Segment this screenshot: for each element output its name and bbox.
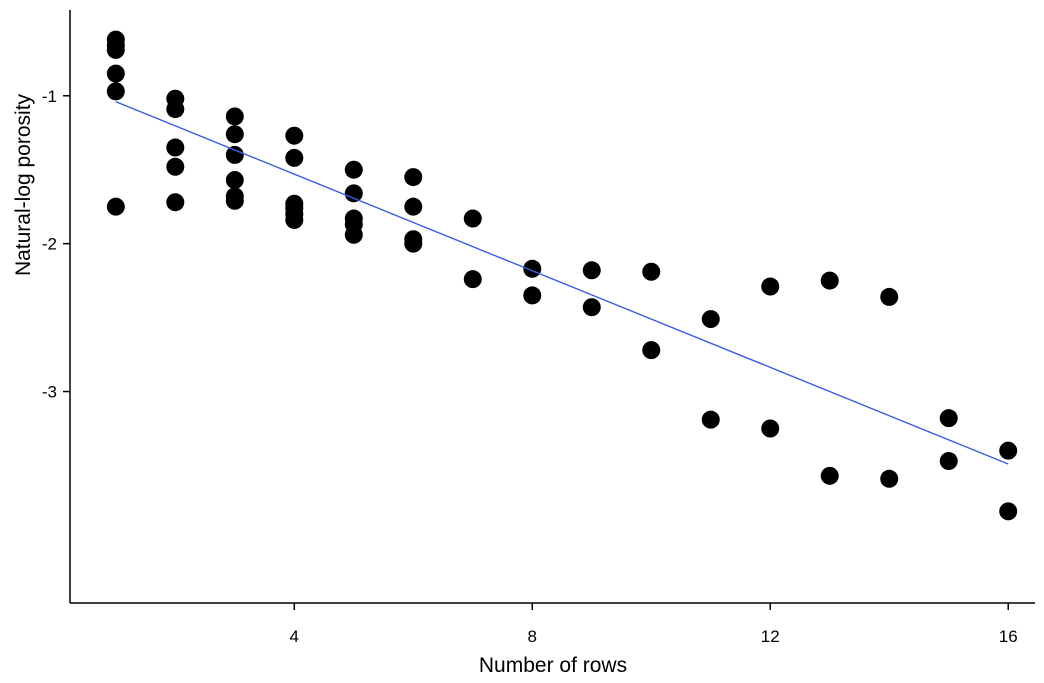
fit-line-group (115, 101, 1009, 465)
data-point (285, 148, 304, 167)
data-point (880, 469, 899, 488)
y-tick-label: -3 (42, 383, 57, 402)
data-point (404, 234, 423, 253)
data-point (225, 107, 244, 126)
data-point (166, 193, 185, 212)
data-point (701, 410, 720, 429)
data-point (225, 125, 244, 144)
data-point (225, 191, 244, 210)
data-point (820, 271, 839, 290)
data-point (285, 210, 304, 229)
data-point (999, 441, 1018, 460)
data-point (582, 261, 601, 280)
data-point (463, 209, 482, 228)
data-point (820, 466, 839, 485)
y-tick-label: -2 (42, 235, 57, 254)
data-point (106, 64, 125, 83)
fit-line (115, 101, 1009, 465)
data-point (404, 197, 423, 216)
axes (69, 10, 1035, 604)
data-point (404, 168, 423, 187)
data-point (939, 409, 958, 428)
y-axis-label: Natural-log porosity (12, 93, 35, 276)
data-point (225, 171, 244, 190)
data-point (642, 262, 661, 281)
y-ticks: -1 -2 -3 (42, 87, 70, 402)
data-point (880, 287, 899, 306)
data-point (999, 502, 1018, 521)
data-point (939, 452, 958, 471)
data-point (166, 100, 185, 119)
data-point (761, 419, 780, 438)
data-point (225, 145, 244, 164)
data-point (166, 157, 185, 176)
x-axis-label: Number of rows (479, 654, 627, 677)
data-point (523, 286, 542, 305)
x-tick-label: 16 (999, 627, 1018, 646)
data-point (344, 160, 363, 179)
data-points (106, 30, 1018, 521)
data-point (106, 197, 125, 216)
data-point (106, 82, 125, 101)
y-tick-label: -1 (42, 87, 57, 106)
data-point (761, 277, 780, 296)
x-ticks: 4 8 12 16 (290, 603, 1018, 646)
x-tick-label: 8 (528, 627, 537, 646)
data-point (344, 225, 363, 244)
data-point (106, 40, 125, 59)
data-point (285, 126, 304, 145)
data-point (642, 341, 661, 360)
data-point (166, 138, 185, 157)
data-point (582, 298, 601, 317)
data-point (463, 270, 482, 289)
x-tick-label: 12 (761, 627, 780, 646)
data-point (701, 310, 720, 329)
data-point (344, 184, 363, 203)
x-tick-label: 4 (290, 627, 299, 646)
